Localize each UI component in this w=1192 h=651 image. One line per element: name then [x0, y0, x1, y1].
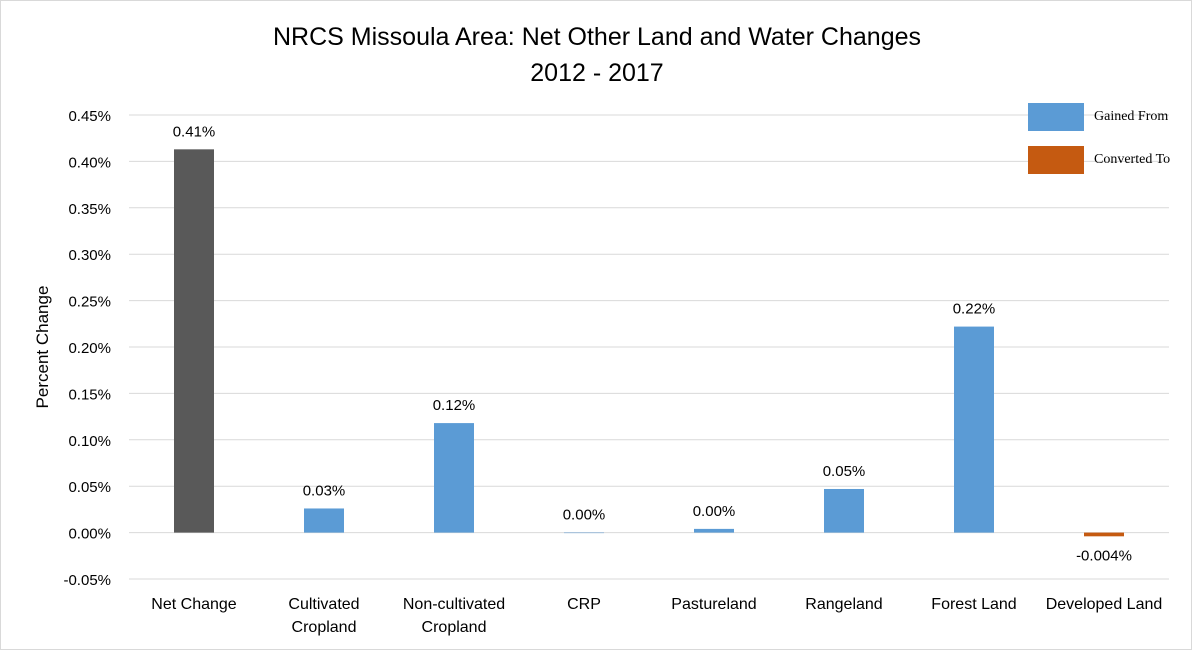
bar	[954, 326, 994, 533]
bar	[564, 532, 604, 534]
data-label: 0.03%	[303, 482, 346, 499]
x-tick-label: Cultivated	[288, 596, 359, 613]
bars	[174, 149, 1124, 537]
chart-subtitle: 2012 - 2017	[530, 59, 664, 87]
bar	[174, 149, 214, 533]
x-tick-label: Forest Land	[931, 596, 1016, 613]
bar	[434, 423, 474, 533]
bar	[1084, 532, 1124, 537]
data-label: 0.12%	[433, 397, 476, 414]
y-tick-label: -0.05%	[63, 572, 111, 589]
x-tick-label: Net Change	[151, 596, 236, 613]
x-tick-label: Rangeland	[805, 596, 882, 613]
y-tick-label: 0.10%	[68, 433, 111, 450]
y-tick-label: 0.00%	[68, 526, 111, 543]
data-label: 0.41%	[173, 123, 216, 140]
bar	[694, 528, 734, 533]
y-axis-label: Percent Change	[33, 286, 52, 409]
y-tick-label: 0.30%	[68, 247, 111, 264]
x-tick-label: Cropland	[422, 619, 487, 636]
y-tick-label: 0.35%	[68, 201, 111, 218]
data-label: 0.00%	[693, 503, 736, 520]
data-label: 0.05%	[823, 463, 866, 480]
legend-label-gained-from: Gained From	[1094, 109, 1169, 124]
y-tick-label: 0.25%	[68, 294, 111, 311]
x-tick-label: Developed Land	[1046, 596, 1163, 613]
x-tick-label: Cropland	[292, 619, 357, 636]
y-tick-label: 0.05%	[68, 479, 111, 496]
data-labels: 0.41% 0.03% 0.12% 0.00% 0.00% 0.05% 0.22% -0.00…	[173, 123, 1132, 564]
chart-title: NRCS Missoula Area: Net Other Land and W…	[273, 23, 921, 51]
y-tick-label: 0.15%	[68, 386, 111, 403]
y-tick-label: 0.40%	[68, 154, 111, 171]
x-tick-label: Pastureland	[671, 596, 756, 613]
y-tick-label: 0.20%	[68, 340, 111, 357]
x-tick-label: Non-cultivated	[403, 596, 505, 613]
legend-item-gained-from: Gained From	[1028, 103, 1168, 131]
y-tick-label: 0.45%	[68, 108, 111, 125]
x-tick-label: CRP	[567, 596, 601, 613]
x-axis-ticks: Net Change Cultivated Cropland Non-cultivat…	[151, 596, 1162, 636]
y-axis-ticks: -0.05% 0.00% 0.05% 0.10% 0.15% 0.20% 0.25% 0.30…	[63, 108, 111, 589]
gridlines	[129, 114, 1169, 580]
data-label: 0.22%	[953, 301, 996, 318]
legend-item-converted-to: Converted To	[1028, 146, 1170, 174]
legend-swatch-gained-from	[1028, 103, 1084, 131]
legend-label-converted-to: Converted To	[1094, 152, 1171, 167]
bar	[304, 508, 344, 533]
legend-swatch-converted-to	[1028, 146, 1084, 174]
bar	[824, 488, 864, 533]
data-label: 0.00%	[563, 507, 606, 524]
data-label: -0.004%	[1076, 547, 1132, 564]
